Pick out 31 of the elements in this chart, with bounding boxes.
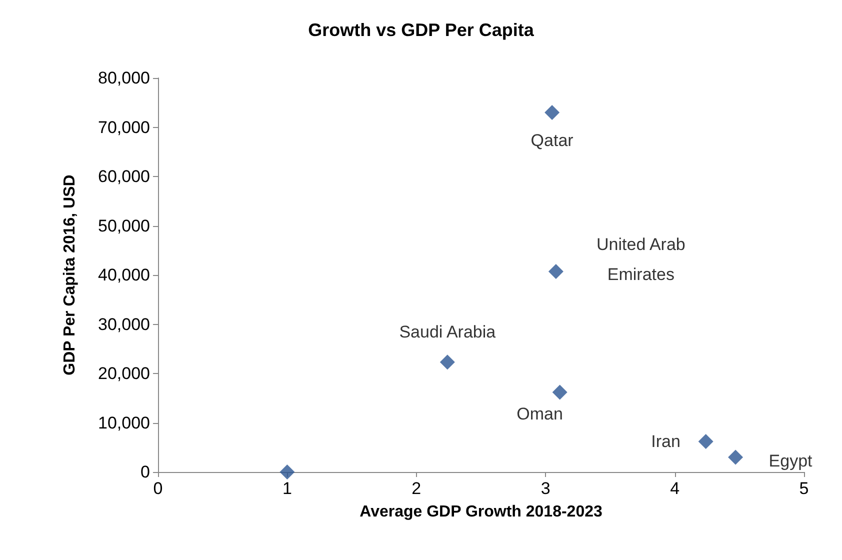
point	[698, 434, 714, 449]
y-tick-label: 80,000	[98, 68, 150, 88]
point	[280, 464, 295, 480]
annotation: Iran	[651, 432, 680, 451]
x-tick-label: 1	[282, 479, 292, 498]
y-tick-label: 60,000	[98, 167, 150, 186]
annotation: United Arab Emirates	[596, 235, 686, 284]
point	[552, 384, 568, 400]
x-tick-label: 3	[540, 479, 550, 498]
annotation: Qatar	[530, 130, 574, 150]
y-axis-title: GDP Per Capita 2016, USD	[62, 174, 78, 376]
y-tick-label: 50,000	[98, 216, 150, 236]
point	[548, 264, 564, 280]
x-tick-label: 0	[153, 479, 163, 498]
point	[728, 450, 744, 465]
y-tick-label: 0	[140, 462, 150, 482]
annotation: Oman	[516, 404, 563, 424]
annotation: Egypt	[768, 452, 813, 471]
y-tick-label: 40,000	[98, 266, 150, 284]
point	[440, 354, 455, 370]
point	[544, 104, 560, 120]
chart-title: Growth vs GDP Per Capita	[308, 20, 535, 40]
y-tick-label: 10,000	[98, 413, 150, 432]
y-tick-label: 30,000	[98, 314, 150, 334]
y-tick-label: 20,000	[98, 364, 150, 383]
annotation: Saudi Arabia	[399, 322, 496, 342]
x-tick-label: 2	[412, 479, 422, 498]
x-tick-label: 5	[799, 479, 809, 498]
x-axis-title: Average GDP Growth 2018-2023	[360, 504, 602, 520]
x-tick-label: 4	[670, 479, 680, 498]
y-tick-label: 70,000	[98, 118, 150, 137]
